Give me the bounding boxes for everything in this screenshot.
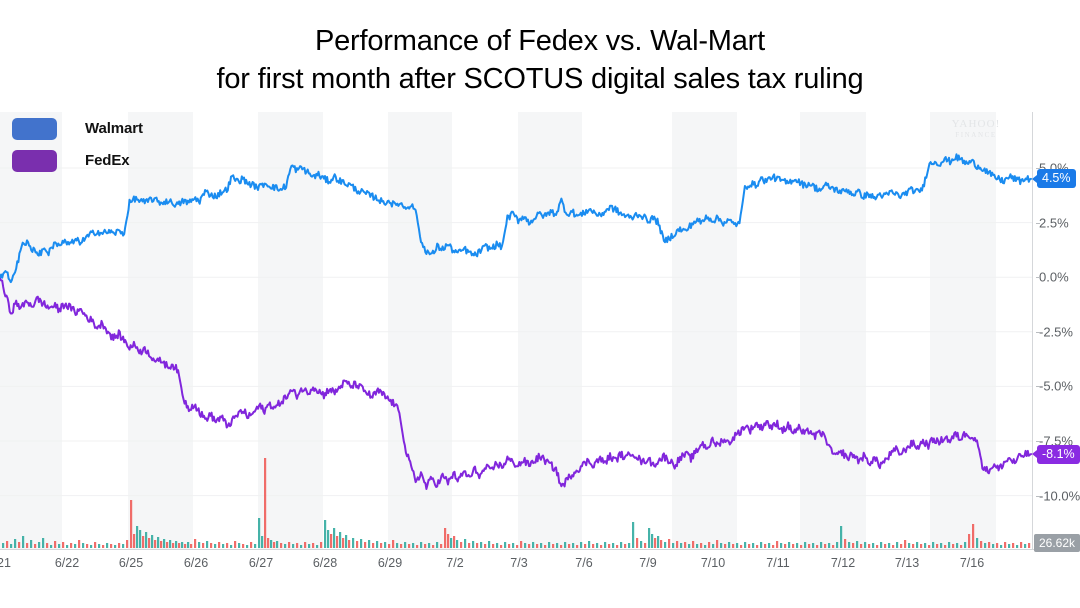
x-axis-tick-label: 6/22 [54,556,80,570]
y-axis-tick-mark [1036,495,1040,497]
legend-item-fedex[interactable]: FedEx [12,148,143,173]
fedex-value-badge[interactable]: -8.1% [1032,444,1080,464]
volume-value-badge[interactable]: 26.62k [1034,534,1080,552]
legend-label-walmart: Walmart [85,120,143,137]
x-axis-labels[interactable]: 21 6/22 6/25 6/26 6/27 6/28 6/29 7/2 7/3 7/6 7/9 7/… [0,552,1080,578]
legend-swatch-walmart [12,117,57,140]
chart-title-line-2: for first month after SCOTUS digital sal… [216,63,864,95]
x-axis-tick-label: 6/28 [312,556,338,570]
y-axis-tick-mark [1036,386,1040,388]
y-axis-tick-mark [1036,331,1040,333]
y-axis-tick-mark [1036,222,1040,224]
y-axis-line [1032,112,1033,550]
x-axis-tick-label: 7/11 [766,556,790,570]
x-axis-tick-label: 6/29 [377,556,403,570]
y-axis-tick-mark [1036,441,1040,442]
volume-value-text: 26.62k [1039,536,1076,550]
badge-pointer-walmart [1032,174,1037,183]
horizontal-gridlines [0,167,1032,497]
y-axis-tick-label: 2.5% [1039,215,1069,231]
x-axis-tick-label: 7/6 [575,556,593,570]
walmart-value-text: 4.5% [1042,171,1071,186]
x-axis-tick-label: 7/13 [894,556,920,570]
x-axis-tick-label: 7/2 [446,556,464,570]
x-axis-tick-label: 7/3 [510,556,528,570]
y-axis-tick-label: -10.0% [1039,488,1080,504]
x-axis-tick-label: 7/12 [830,556,856,570]
chart-title: Performance of Fedex vs. Wal-Mart for fi… [0,22,1080,98]
price-plot-svg [0,112,1032,550]
x-axis-tick-label: 7/16 [959,556,985,570]
x-axis-tick-label: 7/10 [700,556,726,570]
volume-bars [2,458,1031,548]
x-axis-tick-label: 7/9 [639,556,657,570]
x-axis-line [0,549,1080,550]
chart-title-line-1: Performance of Fedex vs. Wal-Mart [314,25,765,57]
x-axis-tick-label: 21 [0,556,11,570]
y-axis-tick-label: -5.0% [1039,378,1073,394]
legend-label-fedex: FedEx [85,152,130,169]
legend-swatch-fedex [12,149,57,172]
y-axis-tick-label: -2.5% [1039,324,1073,340]
legend-item-walmart[interactable]: Walmart [12,116,143,141]
y-axis-tick-mark [1036,168,1040,169]
chart-legend: Walmart FedEx [12,116,143,180]
walmart-value-badge[interactable]: 4.5% [1032,169,1076,189]
y-axis-tick-mark [1036,277,1040,279]
x-axis-tick-label: 6/27 [248,556,274,570]
badge-pointer-fedex [1032,450,1037,459]
session-bands [0,112,996,550]
chart-plot-area[interactable] [0,112,1080,550]
x-axis-tick-label: 6/25 [118,556,144,570]
fedex-value-text: -8.1% [1042,446,1075,461]
y-axis-tick-label: 0.0% [1039,269,1069,285]
fedex-price-line [0,277,1032,490]
x-axis-tick-label: 6/26 [183,556,209,570]
walmart-price-line [0,153,1032,284]
